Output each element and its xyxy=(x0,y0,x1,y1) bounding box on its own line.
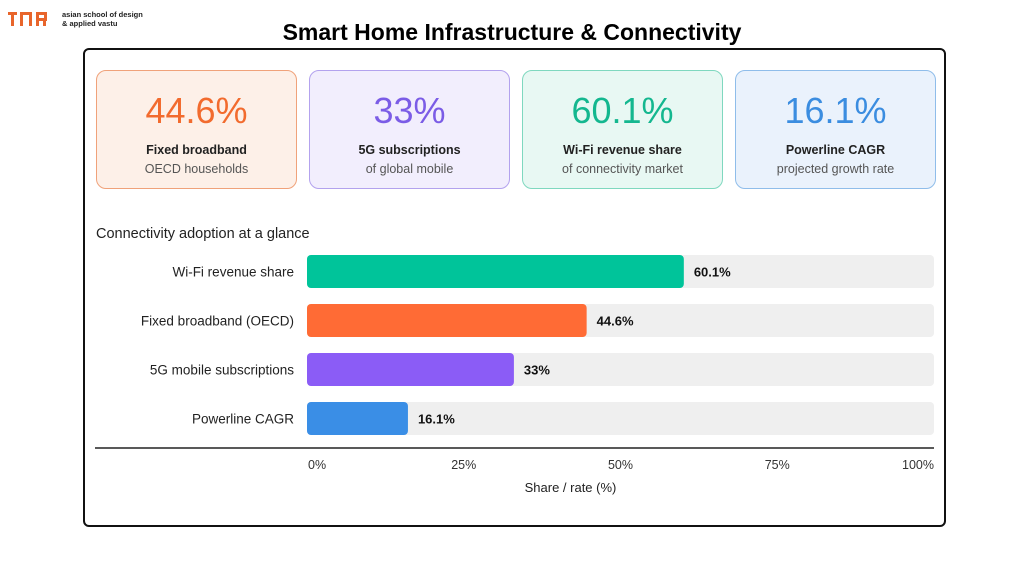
bar-track xyxy=(307,402,934,435)
bar xyxy=(307,402,408,435)
category-label: 5G mobile subscriptions xyxy=(150,363,294,378)
stat-cards: 44.6% Fixed broadband OECD households 33… xyxy=(96,70,936,189)
stat-card-fixed-broadband: 44.6% Fixed broadband OECD households xyxy=(96,70,297,189)
x-tick-label: 100% xyxy=(902,458,934,472)
stat-sublabel: of global mobile xyxy=(365,162,454,176)
data-label: 44.6% xyxy=(597,314,634,329)
bar xyxy=(307,304,587,337)
content-panel: 44.6% Fixed broadband OECD households 33… xyxy=(83,48,946,527)
page-title: Smart Home Infrastructure & Connectivity xyxy=(282,19,742,45)
data-label: 60.1% xyxy=(694,265,731,280)
stat-sublabel: projected growth rate xyxy=(776,162,895,176)
adoption-bar-chart: Wi-Fi revenue share 60.1% Fixed broadband … xyxy=(85,50,944,525)
category-label: Powerline CAGR xyxy=(192,412,294,427)
stat-value: 44.6% xyxy=(145,90,248,131)
stat-sublabel: OECD households xyxy=(144,162,249,176)
stat-label: 5G subscriptions xyxy=(358,143,461,157)
x-tick-label: 50% xyxy=(608,458,633,472)
stat-card-5g: 33% 5G subscriptions of global mobile xyxy=(309,70,510,189)
x-tick-label: 25% xyxy=(451,458,476,472)
data-label: 16.1% xyxy=(418,412,455,427)
brand-name: asian school of design & applied vastu xyxy=(62,10,172,28)
category-label: Wi-Fi revenue share xyxy=(172,265,294,280)
bar xyxy=(307,255,684,288)
stat-sublabel: of connectivity market xyxy=(562,162,683,176)
stat-label: Wi-Fi revenue share xyxy=(563,143,682,157)
data-label: 33% xyxy=(524,363,550,378)
stat-value: 60.1% xyxy=(571,90,674,131)
brand-line-1: asian school of design xyxy=(62,10,143,19)
brand-mark-icon xyxy=(8,12,47,26)
category-label: Fixed broadband (OECD) xyxy=(141,314,294,329)
stat-value: 16.1% xyxy=(784,90,887,131)
stat-card-powerline: 16.1% Powerline CAGR projected growth ra… xyxy=(735,70,936,189)
stat-card-wifi: 60.1% Wi-Fi revenue share of connectivit… xyxy=(522,70,723,189)
x-axis-title: Share / rate (%) xyxy=(525,480,617,495)
brand-logo: asian school of design & applied vastu xyxy=(8,9,172,29)
x-tick-label: 0% xyxy=(308,458,326,472)
section-title: Connectivity adoption at a glance xyxy=(96,226,310,242)
brand-line-2: & applied vastu xyxy=(62,19,118,28)
stat-value: 33% xyxy=(373,90,446,131)
chart-canvas: Wi-Fi revenue share 60.1% Fixed broadband … xyxy=(95,255,934,495)
stat-label: Powerline CAGR xyxy=(785,143,886,157)
x-tick-label: 75% xyxy=(765,458,790,472)
stat-label: Fixed broadband xyxy=(146,143,247,157)
bar xyxy=(307,353,514,386)
